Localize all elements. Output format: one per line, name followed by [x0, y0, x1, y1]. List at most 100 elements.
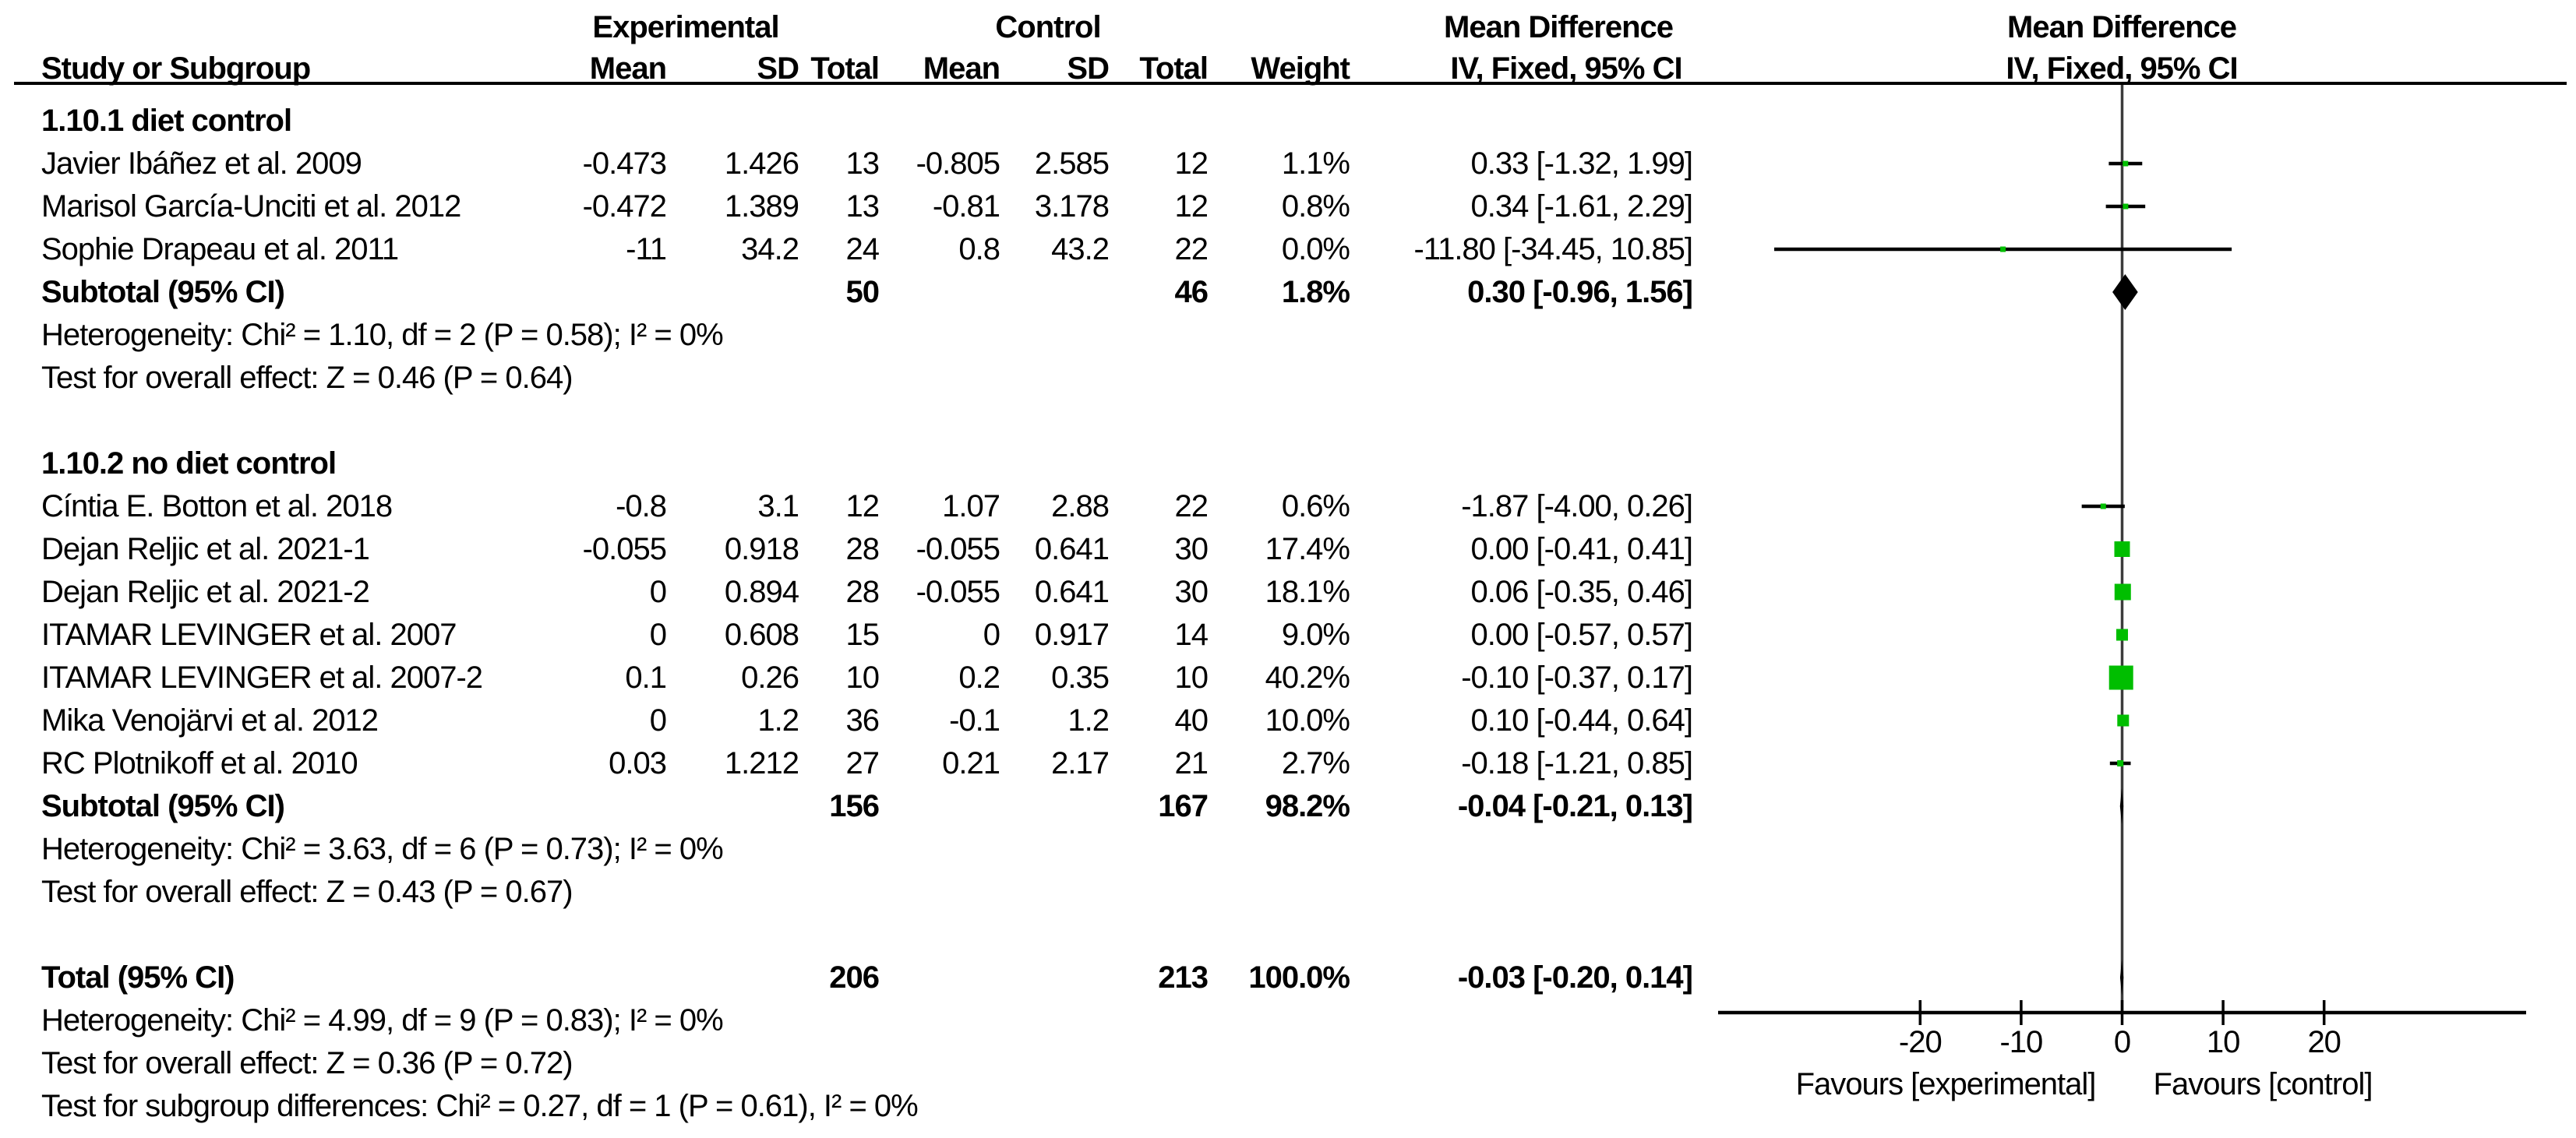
exp-total: 156 [829, 788, 880, 823]
effect-square [2116, 629, 2128, 641]
exp-total: 13 [845, 146, 880, 181]
exp-sd: 0.918 [724, 531, 799, 566]
stats-text: Heterogeneity: Chi² = 1.10, df = 2 (P = … [41, 317, 724, 352]
exp-total: 28 [845, 531, 880, 566]
study-row: Mika Venojärvi et al. 2012 0 1.2 36 -0.1 1.2 4… [0, 699, 1722, 742]
subgroup-header-row: 1.10.2 no diet control [0, 442, 1722, 485]
ctrl-total: 12 [1174, 146, 1209, 181]
study-row: Marisol García-Unciti et al. 2012 -0.472 1… [0, 185, 1722, 228]
exp-total: 36 [845, 703, 880, 738]
iv-column-header-left: IV, Fixed, 95% CI [1450, 51, 1682, 86]
exp-total: 28 [845, 574, 880, 609]
mean-difference-header-left: Mean Difference [1444, 10, 1674, 44]
exp-mean: -11 [626, 231, 667, 266]
favours-left-label: Favours [experimental] [1795, 1067, 2097, 1101]
exp-mean: 0 [649, 703, 667, 738]
weight: 0.8% [1281, 188, 1350, 224]
ctrl-sd: 2.17 [1051, 745, 1110, 780]
control-group-header: Control [995, 10, 1101, 44]
exp-sd: 0.26 [741, 660, 799, 695]
exp-mean: -0.055 [582, 531, 667, 566]
exp-sd: 3.1 [757, 488, 799, 523]
md-ci-text: 0.06 [-0.35, 0.46] [1470, 574, 1693, 609]
weight: 17.4% [1265, 531, 1350, 566]
study-name: Cíntia E. Botton et al. 2018 [41, 488, 393, 523]
exp-mean: 0.03 [609, 745, 667, 780]
subgroup-name: 1.10.1 diet control [41, 103, 292, 138]
exp-total: 27 [845, 745, 880, 780]
blank-row [0, 400, 1722, 442]
weight: 10.0% [1265, 703, 1350, 738]
weight: 40.2% [1265, 660, 1350, 695]
pooled-diamond [2112, 274, 2138, 310]
md-ci-text: -0.10 [-0.37, 0.17] [1461, 660, 1693, 695]
ctrl-total: 21 [1174, 745, 1209, 780]
study-row: ITAMAR LEVINGER et al. 2007 0 0.608 15 0 0.91… [0, 614, 1722, 657]
study-name: Dejan Reljic et al. 2021-2 [41, 574, 370, 609]
study-column-header: Study or Subgroup [41, 51, 311, 86]
weight: 1.8% [1281, 274, 1350, 309]
experimental-group-header: Experimental [592, 10, 779, 44]
stats-text: Heterogeneity: Chi² = 4.99, df = 9 (P = … [41, 1002, 724, 1038]
exp-mean: -0.473 [582, 146, 667, 181]
blank-row [0, 914, 1722, 957]
md-ci-text: 0.33 [-1.32, 1.99] [1470, 146, 1693, 181]
mean-difference-header-right: Mean Difference [2007, 10, 2237, 44]
exp-sd-column-header: SD [757, 51, 799, 86]
exp-total: 24 [845, 231, 880, 266]
subtotal-label: Subtotal (95% CI) [41, 788, 285, 823]
ctrl-mean: 0.2 [958, 660, 1000, 695]
ctrl-sd: 2.585 [1034, 146, 1110, 181]
exp-total: 13 [845, 188, 880, 224]
md-ci-text: -1.87 [-4.00, 0.26] [1461, 488, 1693, 523]
study-name: Sophie Drapeau et al. 2011 [41, 231, 399, 266]
stats-text: Test for overall effect: Z = 0.43 (P = 0… [41, 874, 573, 909]
weight: 2.7% [1281, 745, 1350, 780]
ctrl-mean: 1.07 [942, 488, 1000, 523]
subgroup-header-row: 1.10.1 diet control [0, 100, 1722, 143]
study-row: Sophie Drapeau et al. 2011 -11 34.2 24 0.8 43… [0, 228, 1722, 271]
header-divider-line [14, 82, 2567, 85]
x-tick-label: 20 [2307, 1025, 2341, 1059]
ctrl-sd: 0.35 [1051, 660, 1110, 695]
ctrl-total: 30 [1174, 531, 1209, 566]
effect-square [2117, 760, 2124, 766]
weight: 100.0% [1248, 960, 1350, 995]
effect-square [2114, 541, 2130, 557]
heterogeneity-line: Heterogeneity: Chi² = 3.63, df = 6 (P = … [0, 828, 1722, 871]
ctrl-total: 30 [1174, 574, 1209, 609]
exp-total: 10 [845, 660, 880, 695]
effect-square [2123, 160, 2129, 167]
exp-sd: 1.212 [724, 745, 799, 780]
ctrl-sd-column-header: SD [1067, 51, 1110, 86]
favours-right-label: Favours [control] [2153, 1067, 2373, 1101]
ctrl-total: 213 [1158, 960, 1209, 995]
total-label: Total (95% CI) [41, 960, 235, 995]
exp-sd: 1.2 [757, 703, 799, 738]
ctrl-sd: 0.641 [1034, 531, 1110, 566]
x-tick-label: 10 [2206, 1025, 2240, 1059]
weight: 0.0% [1281, 231, 1350, 266]
stats-text: Test for overall effect: Z = 0.36 (P = 0… [41, 1045, 573, 1080]
effect-square [2117, 714, 2130, 727]
exp-sd: 1.389 [724, 188, 799, 224]
exp-mean: 0 [649, 574, 667, 609]
md-ci-text: 0.34 [-1.61, 2.29] [1470, 188, 1693, 224]
exp-mean-column-header: Mean [589, 51, 667, 86]
study-name: ITAMAR LEVINGER et al. 2007-2 [41, 660, 483, 695]
exp-total: 206 [829, 960, 880, 995]
ctrl-mean: -0.805 [916, 146, 1000, 181]
ctrl-sd: 0.641 [1034, 574, 1110, 609]
md-ci-text: 0.30 [-0.96, 1.56] [1467, 274, 1693, 309]
overall-effect-line: Test for overall effect: Z = 0.43 (P = 0… [0, 871, 1722, 914]
exp-total-column-header: Total [810, 51, 880, 86]
ctrl-mean: 0.8 [958, 231, 1000, 266]
ctrl-total: 46 [1174, 274, 1209, 309]
iv-column-header-right: IV, Fixed, 95% CI [2006, 51, 2238, 86]
md-ci-text: -0.03 [-0.20, 0.14] [1457, 960, 1693, 995]
ctrl-total: 22 [1174, 231, 1209, 266]
effect-square [2114, 583, 2131, 601]
effect-square [2108, 665, 2133, 690]
study-row: Javier Ibáñez et al. 2009 -0.473 1.426 13 -0… [0, 143, 1722, 185]
